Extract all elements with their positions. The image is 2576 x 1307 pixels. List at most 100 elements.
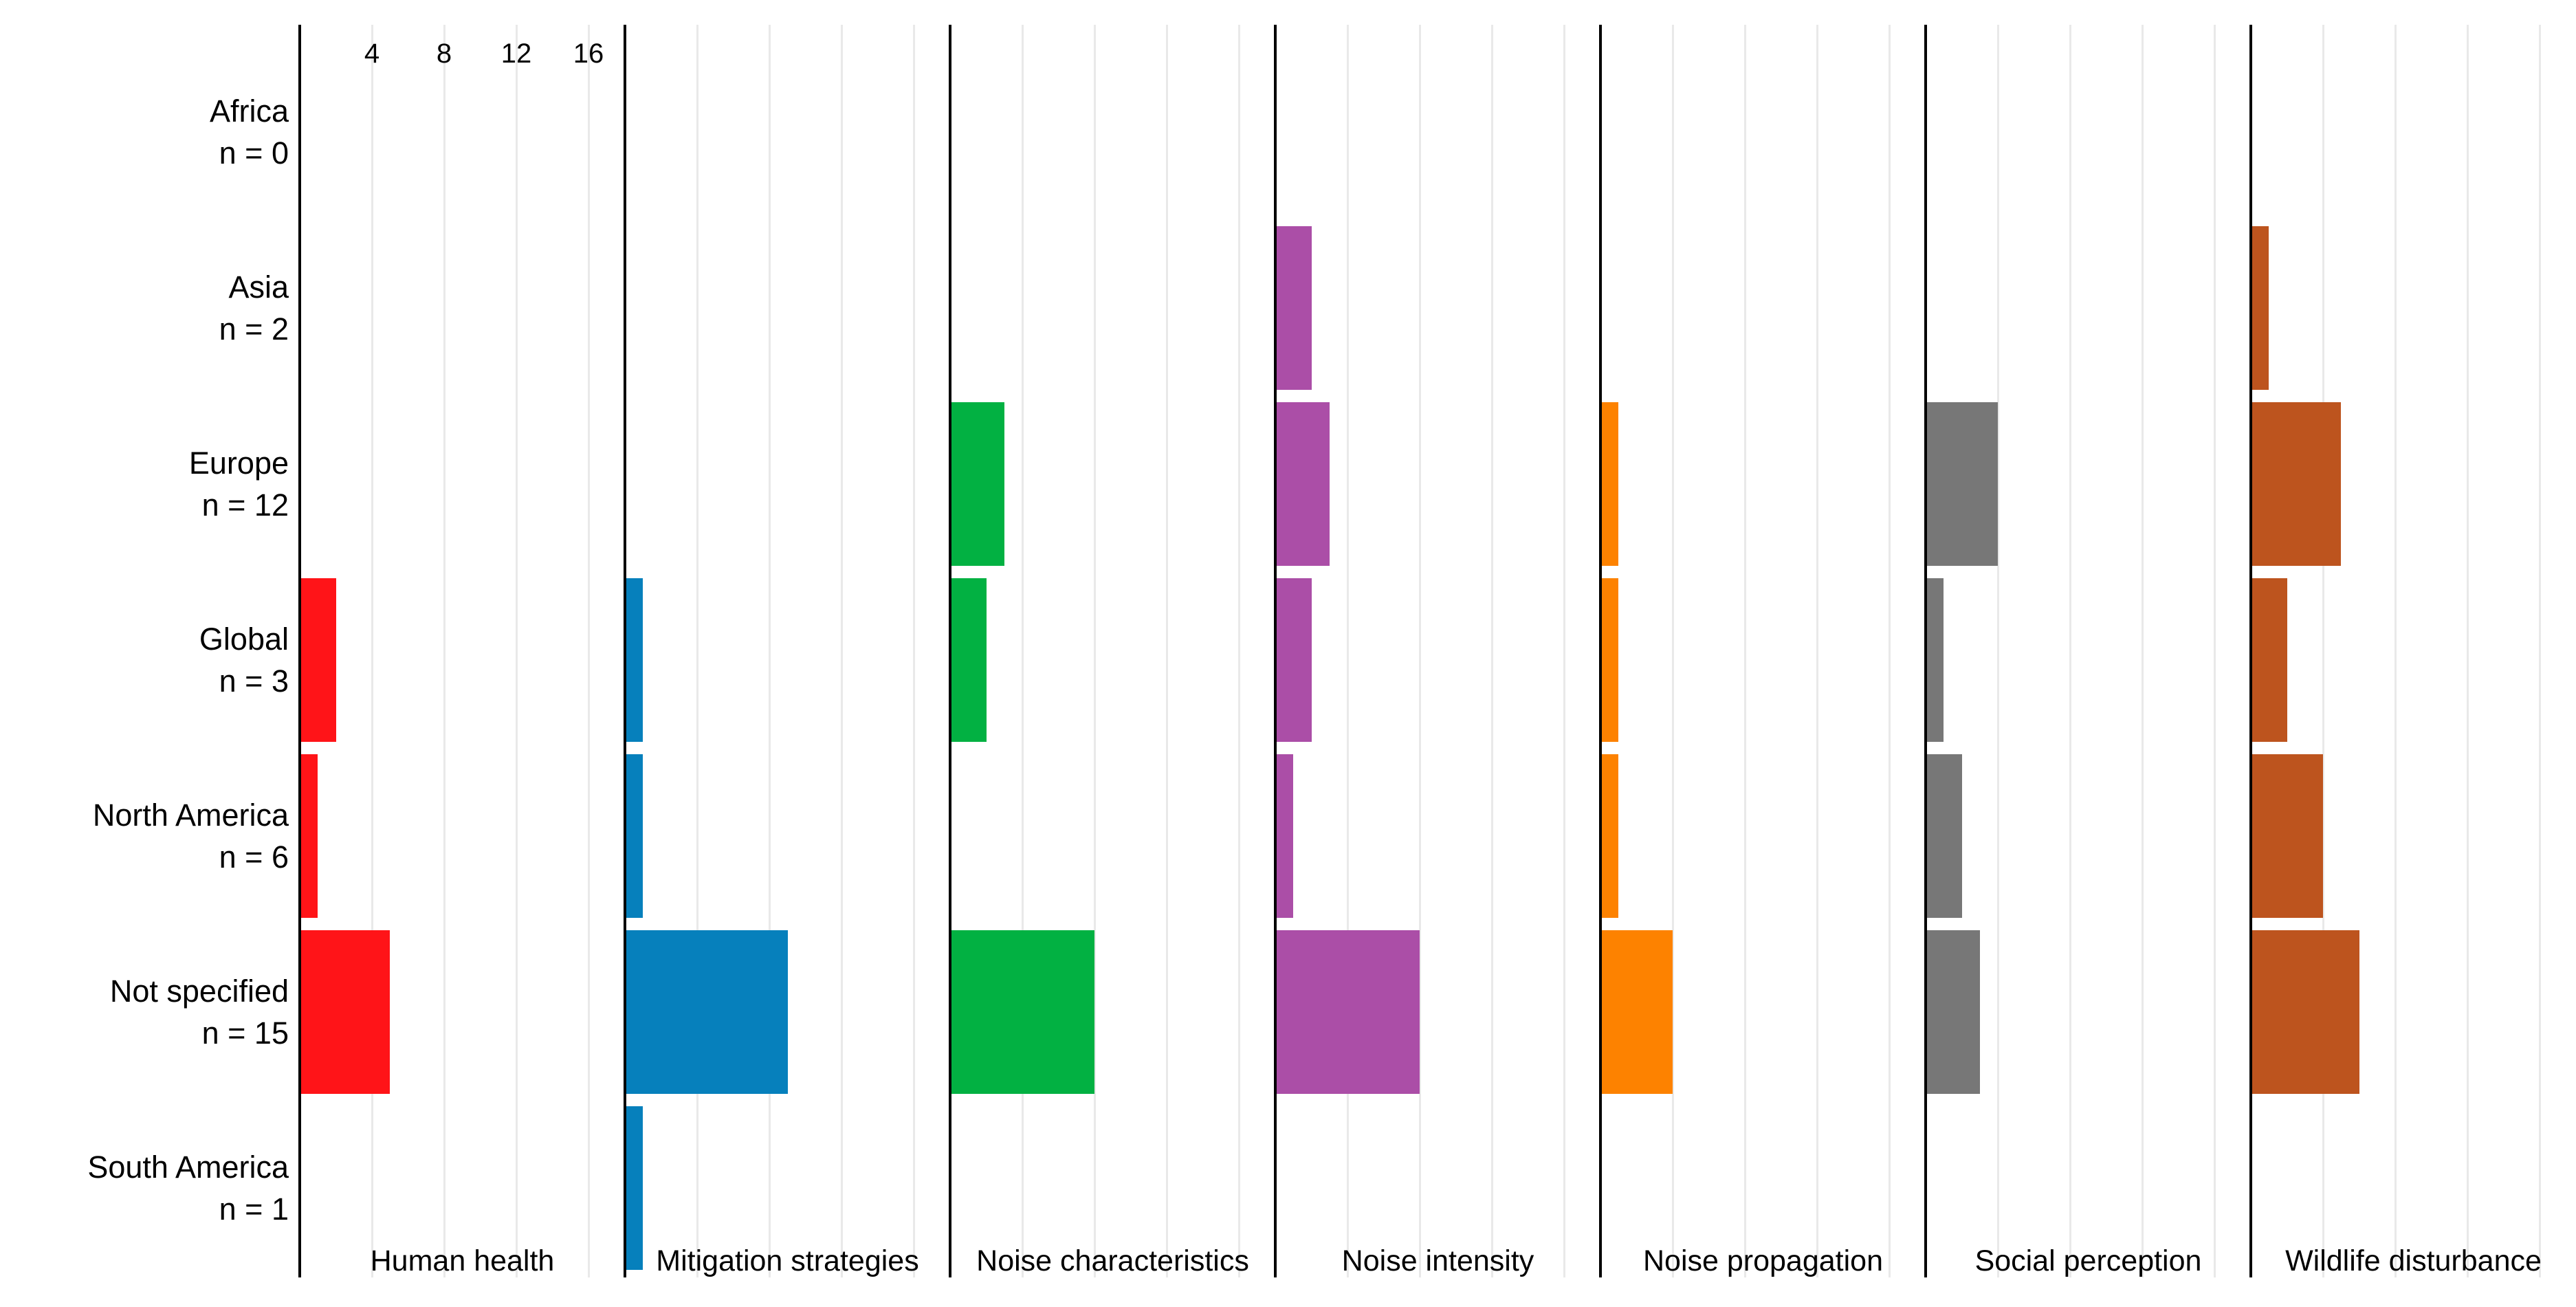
gridline: [2142, 25, 2144, 1277]
region-n-label: n = 2: [219, 311, 289, 347]
bar-north-america: [625, 754, 643, 918]
bar-europe: [950, 402, 1004, 566]
gridline: [1889, 25, 1891, 1277]
gridline: [588, 25, 590, 1277]
bar-not-specified: [2251, 930, 2359, 1094]
region-label: North America: [92, 798, 289, 833]
region-n-label: n = 12: [201, 487, 289, 523]
bar-global: [950, 578, 987, 742]
bar-not-specified: [1600, 930, 1673, 1094]
facet-noise-characteristics: Noise characteristics: [949, 25, 1275, 1277]
region-n-label: n = 0: [219, 135, 289, 171]
bar-europe: [2251, 402, 2341, 566]
gridline: [1563, 25, 1565, 1277]
bar-not-specified: [625, 930, 788, 1094]
gridline: [1672, 25, 1674, 1277]
row-label-north-america: North America n = 6: [0, 748, 289, 924]
x-tick-4: 4: [364, 39, 380, 69]
row-label-global: Global n = 3: [0, 572, 289, 748]
bar-asia: [2251, 226, 2269, 390]
region-n-label: n = 15: [201, 1015, 289, 1051]
region-n-label: n = 1: [219, 1191, 289, 1227]
gridline: [443, 25, 445, 1277]
x-tick-16: 16: [573, 39, 604, 69]
gridline: [696, 25, 698, 1277]
bar-global: [1600, 578, 1618, 742]
region-label: Europe: [188, 446, 289, 481]
gridline: [1419, 25, 1421, 1277]
facet-noise-intensity: Noise intensity: [1274, 25, 1600, 1277]
gridline: [1238, 25, 1240, 1277]
gridline: [2214, 25, 2216, 1277]
region-label: Not specified: [109, 974, 289, 1009]
row-label-africa: Africa n = 0: [0, 44, 289, 220]
bar-not-specified: [1926, 930, 1980, 1094]
region-n-label: n = 6: [219, 839, 289, 875]
bar-not-specified: [300, 930, 390, 1094]
x-tick-8: 8: [436, 39, 452, 69]
facet-label: Noise characteristics: [976, 1244, 1249, 1277]
gridline: [1166, 25, 1168, 1277]
bar-north-america: [2251, 754, 2323, 918]
bar-north-america: [1275, 754, 1293, 918]
facet-label: Human health: [370, 1244, 555, 1277]
gridline: [2322, 25, 2324, 1277]
y-axis-line: [1274, 25, 1277, 1277]
gridline: [1997, 25, 1999, 1277]
region-label: Africa: [209, 94, 289, 129]
gridline: [1491, 25, 1493, 1277]
region-label: South America: [87, 1150, 289, 1185]
facet-label: Mitigation strategies: [656, 1244, 919, 1277]
gridline: [371, 25, 373, 1277]
gridline: [2069, 25, 2071, 1277]
bar-europe: [1275, 402, 1330, 566]
region-n-label: n = 3: [219, 663, 289, 699]
bar-not-specified: [950, 930, 1094, 1094]
bar-global: [1926, 578, 1944, 742]
facet-label: Noise propagation: [1642, 1244, 1884, 1277]
bar-global: [300, 578, 336, 742]
gridline: [841, 25, 843, 1277]
y-axis-line: [1599, 25, 1602, 1277]
gridline: [1347, 25, 1349, 1277]
y-axis-line: [2249, 25, 2252, 1277]
y-axis-line: [949, 25, 951, 1277]
bar-global: [625, 578, 643, 742]
gridline: [516, 25, 518, 1277]
facet-label: Wildlife disturbance: [2285, 1244, 2542, 1277]
gridline: [2539, 25, 2541, 1277]
bar-north-america: [300, 754, 318, 918]
facet-social-perception: Social perception: [1924, 25, 2251, 1277]
x-tick-12: 12: [500, 39, 532, 69]
bar-europe: [1926, 402, 1998, 566]
gridline: [1744, 25, 1746, 1277]
row-labels: Africa n = 0 Asia n = 2 Europe n = 12 Gl…: [0, 0, 289, 1307]
gridline: [769, 25, 771, 1277]
bar-south-america: [625, 1106, 643, 1270]
facet-label: Noise intensity: [1341, 1244, 1534, 1277]
region-label: Global: [199, 622, 289, 657]
bar-global: [2251, 578, 2287, 742]
bar-europe: [1600, 402, 1618, 566]
bar-north-america: [1926, 754, 1962, 918]
facet-noise-propagation: Noise propagation: [1599, 25, 1926, 1277]
region-label: Asia: [228, 270, 289, 305]
y-axis-line: [1924, 25, 1927, 1277]
gridline: [2395, 25, 2397, 1277]
gridline: [1816, 25, 1818, 1277]
row-label-south-america: South America n = 1: [0, 1100, 289, 1276]
gridline: [1022, 25, 1024, 1277]
bar-north-america: [1600, 754, 1618, 918]
gridline: [2467, 25, 2469, 1277]
facet-human-health: 4 8 12 16 Human health: [298, 25, 625, 1277]
gridline: [913, 25, 915, 1277]
facet-wildlife-disturbance: Wildlife disturbance: [2249, 25, 2576, 1277]
facet-label: Social perception: [1974, 1244, 2202, 1277]
bar-asia: [1275, 226, 1312, 390]
facet-mitigation-strategies: Mitigation strategies: [624, 25, 950, 1277]
row-label-europe: Europe n = 12: [0, 396, 289, 572]
gridline: [1094, 25, 1096, 1277]
row-label-asia: Asia n = 2: [0, 220, 289, 396]
